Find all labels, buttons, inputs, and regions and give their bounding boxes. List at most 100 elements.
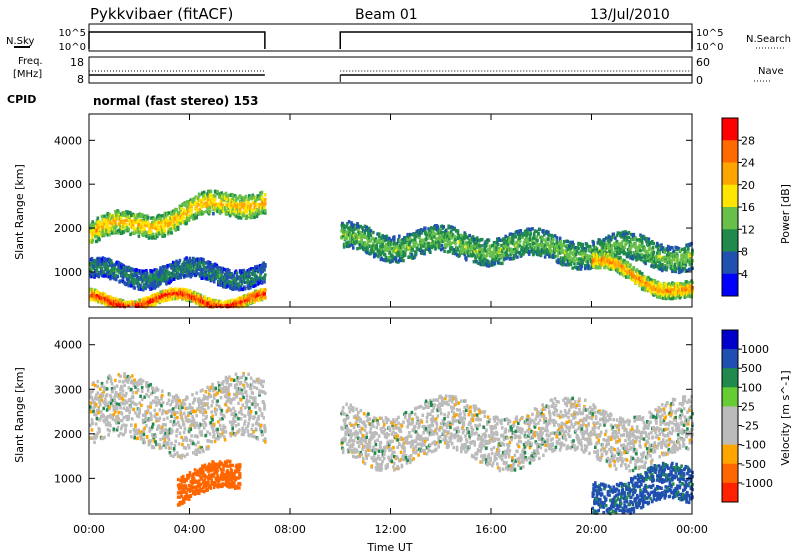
power-cell (110, 261, 114, 266)
power-cell (174, 228, 177, 232)
power-cell (179, 221, 182, 226)
power-cell (516, 255, 519, 259)
nsky-tick-top: 10^5 (59, 28, 86, 39)
power-cell (504, 234, 507, 239)
power-cell (117, 299, 121, 303)
power-cell (249, 211, 252, 216)
power-cell (187, 260, 190, 264)
power-cell (176, 218, 179, 222)
power-cell (252, 208, 255, 212)
power-cell (156, 223, 160, 228)
power-cell (179, 272, 182, 277)
power-cell (204, 270, 208, 274)
power-cell (95, 239, 99, 243)
power-cell (171, 260, 175, 265)
power-cell (480, 237, 484, 242)
power-cell (211, 199, 214, 203)
power-cell (167, 230, 171, 234)
power-cell (241, 287, 244, 291)
power-cell (250, 197, 254, 201)
power-cell (220, 191, 224, 195)
power-cell (148, 235, 152, 240)
power-cell (253, 195, 256, 199)
power-cell (252, 284, 255, 288)
power-cell (126, 279, 130, 283)
power-cell (198, 207, 202, 212)
power-cell (239, 285, 243, 289)
power-cell (264, 273, 267, 277)
power-cell (402, 259, 405, 263)
power-cell (130, 284, 133, 288)
power-cell (238, 279, 242, 284)
power-cell (658, 251, 662, 256)
power-cell (222, 285, 225, 289)
power-cell (250, 267, 254, 271)
power-cell (94, 259, 97, 263)
freq-tick-top: 18 (70, 56, 84, 69)
power-cell (176, 260, 179, 265)
power-cell (119, 269, 122, 274)
power-cell (514, 235, 518, 239)
power-cell (120, 226, 124, 230)
power-cell (378, 240, 382, 244)
power-cell (102, 220, 105, 224)
power-cell (170, 212, 173, 217)
power-cell (130, 272, 133, 276)
power-cell (101, 222, 105, 226)
power-cell (91, 261, 95, 265)
power-cell (155, 274, 158, 278)
power-cell (215, 275, 219, 279)
power-cell (197, 203, 200, 207)
power-cell (170, 231, 173, 235)
power-cell (175, 213, 178, 217)
power-cell (107, 230, 110, 234)
power-cell (175, 208, 178, 212)
power-cell (189, 198, 193, 202)
power-cell (505, 256, 508, 261)
power-cell (543, 255, 547, 259)
power-cell (414, 251, 418, 256)
power-cell (99, 298, 103, 302)
power-cell (171, 276, 174, 281)
power-cell (202, 261, 206, 266)
power-cell (171, 272, 174, 276)
power-cell (207, 276, 211, 281)
power-cell (151, 232, 155, 237)
power-cell (223, 272, 227, 277)
power-cell (187, 271, 191, 275)
power-cell (98, 220, 101, 224)
power-cell (106, 233, 110, 237)
power-cell (174, 226, 177, 230)
power-cell (161, 279, 164, 283)
power-cell (228, 268, 231, 273)
power-cell (226, 284, 229, 288)
power-cell (212, 203, 216, 207)
power-cell (427, 241, 430, 246)
power-cell (109, 228, 112, 232)
power-cell (259, 271, 263, 275)
power-cell (131, 273, 135, 278)
power-cell (206, 276, 209, 280)
power-cell (114, 210, 117, 214)
power-cell (158, 269, 162, 273)
power-cell (122, 213, 126, 217)
power-cell (259, 211, 263, 215)
power-cell (186, 262, 189, 267)
power-cell (119, 225, 122, 229)
power-cell (187, 218, 191, 223)
power-cell (203, 272, 207, 276)
power-cell (125, 213, 128, 217)
power-cell (216, 189, 219, 194)
power-cell (217, 271, 220, 275)
power-cell (92, 266, 95, 270)
power-cell (212, 208, 215, 212)
power-cell (215, 263, 219, 268)
power-cell (218, 281, 221, 285)
power-cell (644, 261, 647, 266)
power-cell (111, 263, 115, 267)
power-cell (94, 234, 97, 238)
power-cell (230, 272, 234, 277)
power-cell (563, 239, 566, 244)
power-cell (113, 277, 116, 281)
power-cell (211, 263, 214, 267)
